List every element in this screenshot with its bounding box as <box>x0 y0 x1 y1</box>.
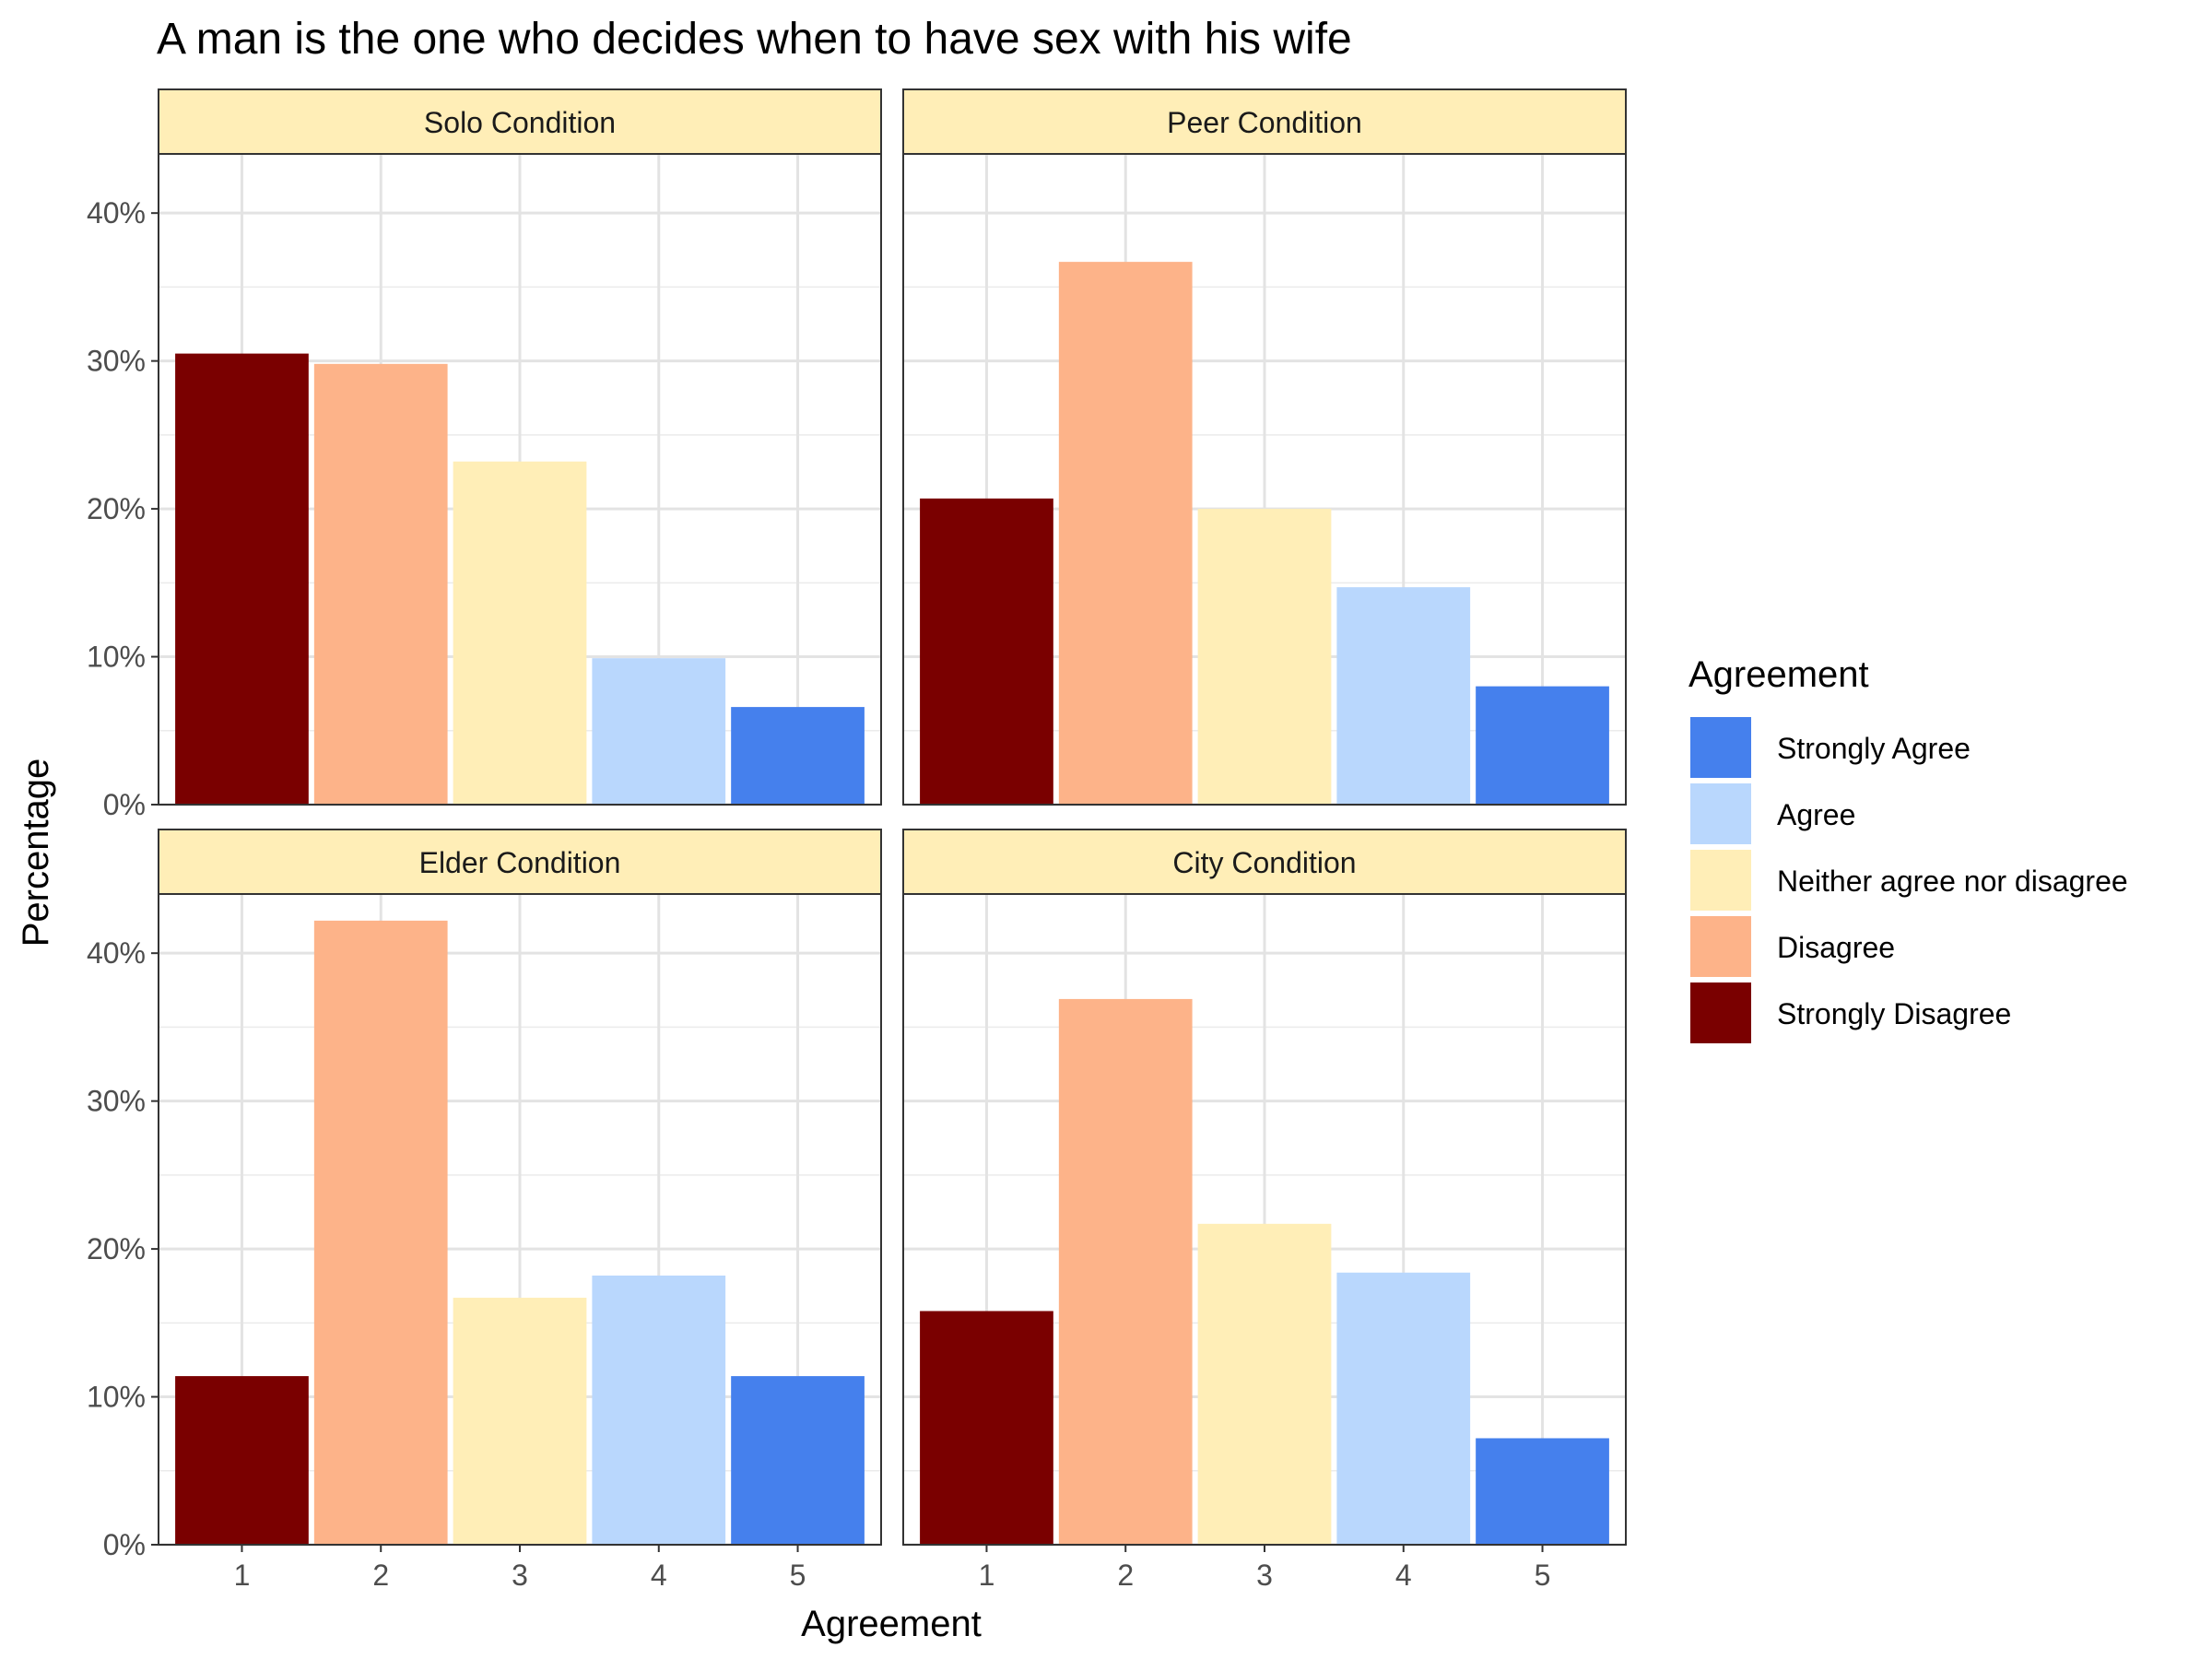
y-tick-label: 0% <box>103 1528 146 1561</box>
x-tick-label: 4 <box>1395 1559 1412 1592</box>
bar <box>731 707 865 805</box>
bar <box>313 363 448 805</box>
legend-swatch <box>1690 982 1751 1043</box>
facet-panel: Elder Condition 0% 10% 20% 30% 40% 1 2 3 4 5 <box>87 829 882 1592</box>
bar <box>1197 509 1332 805</box>
facet-panel: City Condition 1 2 3 4 5 <box>902 829 1627 1592</box>
bar <box>731 1376 865 1545</box>
panel-border <box>902 153 1627 806</box>
x-axis-label: Agreement <box>801 1604 982 1644</box>
panel-border <box>158 153 882 806</box>
facet-panel: Peer Condition <box>902 88 1627 806</box>
facet-strip <box>158 829 882 895</box>
bar <box>175 1376 309 1545</box>
facet-strip <box>902 829 1627 895</box>
legend-label: Strongly Disagree <box>1777 997 2011 1030</box>
x-tick-label: 3 <box>1256 1559 1273 1592</box>
y-tick-label: 10% <box>87 1381 146 1414</box>
bar <box>1058 262 1193 805</box>
legend-label: Disagree <box>1777 931 1895 964</box>
bar <box>920 498 1053 805</box>
y-tick-label: 20% <box>87 1232 146 1265</box>
facet-strip-label: City Condition <box>1172 846 1356 879</box>
legend-swatch <box>1690 916 1751 977</box>
x-tick-label: 1 <box>234 1559 251 1592</box>
legend-swatch <box>1690 850 1751 911</box>
bar <box>920 1311 1053 1545</box>
bar <box>175 353 309 805</box>
x-tick-label: 4 <box>651 1559 667 1592</box>
facet-strip-label: Peer Condition <box>1167 106 1362 139</box>
legend-label: Strongly Agree <box>1777 732 1971 765</box>
bar <box>1197 1223 1332 1545</box>
bar <box>592 1275 726 1545</box>
y-tick-label: 20% <box>87 492 146 525</box>
legend-title: Agreement <box>1688 654 1869 695</box>
y-tick-label: 30% <box>87 345 146 378</box>
legend-label: Agree <box>1777 798 1855 831</box>
facet-strip <box>158 88 882 155</box>
legend-swatch <box>1690 783 1751 844</box>
facet-strip-label: Elder Condition <box>419 846 621 879</box>
x-tick-label: 2 <box>372 1559 389 1592</box>
y-axis-label: Percentage <box>16 759 56 947</box>
y-tick-label: 40% <box>87 196 146 229</box>
x-tick-label: 1 <box>979 1559 995 1592</box>
bar <box>313 920 448 1545</box>
bar <box>453 1298 587 1545</box>
legend: Agreement Strongly Agree Agree Neither agr… <box>1688 654 2128 1043</box>
facet-panel: Solo Condition 0% 10% 20% 30% 40% <box>87 88 882 821</box>
bar <box>1336 1272 1471 1545</box>
x-tick-label: 3 <box>512 1559 528 1592</box>
x-tick-label: 2 <box>1117 1559 1134 1592</box>
chart-title: A man is the one who decides when to hav… <box>157 15 1352 64</box>
legend-label: Neither agree nor disagree <box>1777 865 2128 898</box>
facet-strip <box>902 88 1627 155</box>
bar <box>1058 998 1193 1545</box>
bar <box>592 658 726 805</box>
bar <box>1476 686 1609 805</box>
facet-strip-label: Solo Condition <box>424 106 616 139</box>
bar <box>453 461 587 805</box>
bar <box>1476 1438 1609 1545</box>
y-tick-label: 0% <box>103 788 146 821</box>
x-tick-label: 5 <box>790 1559 806 1592</box>
bar <box>1336 587 1471 805</box>
x-tick-label: 5 <box>1535 1559 1551 1592</box>
y-tick-label: 10% <box>87 641 146 674</box>
legend-swatch <box>1690 717 1751 778</box>
y-tick-label: 40% <box>87 936 146 970</box>
y-tick-label: 30% <box>87 1085 146 1118</box>
